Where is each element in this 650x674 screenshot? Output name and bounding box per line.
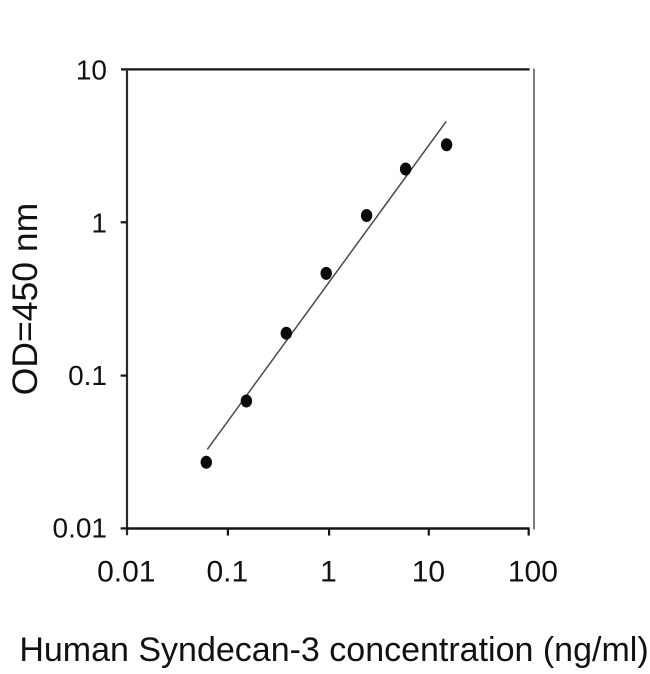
svg-text:10: 10 [412, 556, 445, 589]
svg-text:1: 1 [320, 556, 337, 589]
svg-text:0.01: 0.01 [97, 556, 155, 589]
svg-text:Human Syndecan-3 concentration: Human Syndecan-3 concentration (ng/ml) [19, 631, 648, 669]
svg-text:0.1: 0.1 [68, 360, 107, 391]
svg-text:1: 1 [91, 207, 107, 238]
svg-text:0.1: 0.1 [206, 556, 248, 589]
svg-text:10: 10 [76, 55, 107, 86]
svg-text:0.01: 0.01 [53, 512, 108, 543]
svg-text:OD=450 nm: OD=450 nm [5, 203, 45, 395]
svg-text:100: 100 [508, 556, 558, 589]
